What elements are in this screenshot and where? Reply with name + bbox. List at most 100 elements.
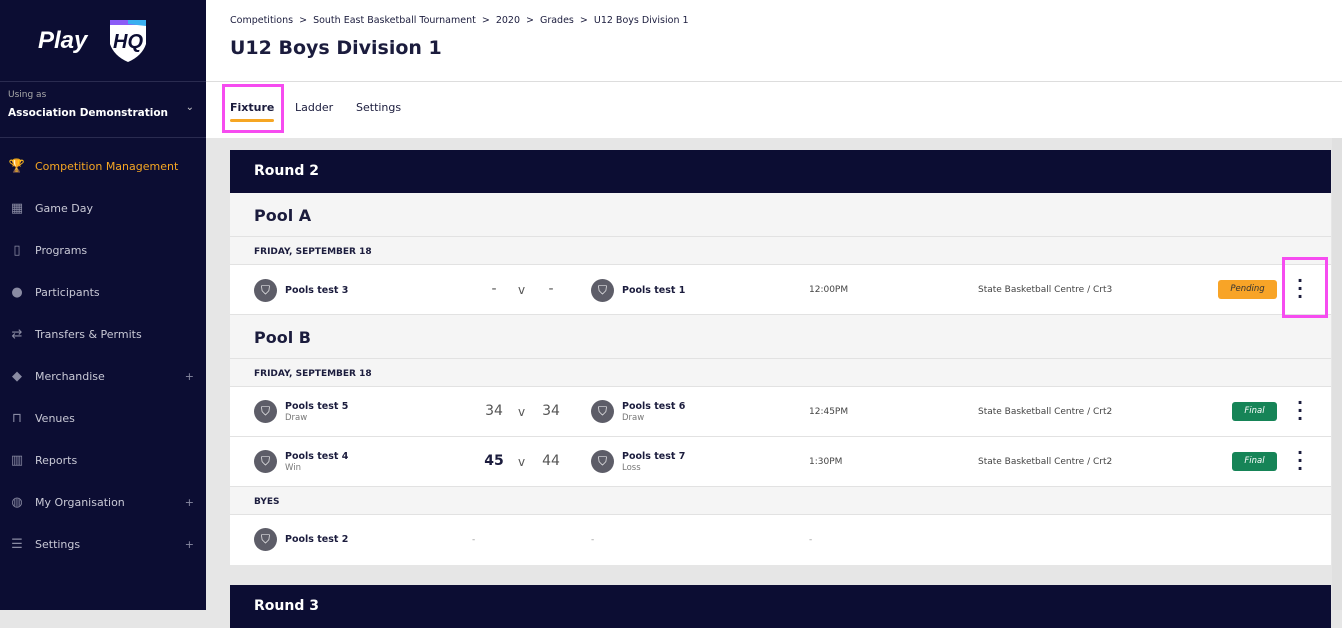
- date-header: FRIDAY, SEPTEMBER 18: [230, 359, 1331, 387]
- team-name: Pools test 4: [285, 450, 349, 462]
- people-icon: ●: [11, 284, 23, 300]
- sidebar-item-competition-management[interactable]: 🏆 Competition Management: [0, 145, 206, 187]
- sidebar-item-my-organisation[interactable]: ◍ My Organisation +: [0, 481, 206, 523]
- sidebar-item-reports[interactable]: ▥ Reports: [0, 439, 206, 481]
- organisation-switcher[interactable]: Using as Association Demonstration ⌄: [0, 81, 206, 138]
- match-time: 12:45PM: [809, 407, 849, 417]
- date-header: FRIDAY, SEPTEMBER 18: [230, 237, 1331, 265]
- plus-icon[interactable]: +: [184, 537, 194, 551]
- home-score: 45: [484, 453, 504, 469]
- team-name: Pools test 7: [622, 450, 686, 462]
- breadcrumb-current: U12 Boys Division 1: [593, 15, 689, 26]
- playhq-logo[interactable]: Play HQ: [38, 18, 148, 64]
- versus-label: v: [518, 283, 526, 297]
- team-shield-icon: ⛉: [591, 400, 614, 423]
- away-team: ⛉ Pools test 1: [591, 279, 685, 302]
- scrollbar[interactable]: [1332, 138, 1342, 610]
- sidebar-item-label: Merchandise: [35, 369, 105, 383]
- sidebar-item-label: Competition Management: [35, 159, 179, 173]
- empty-opponent: -: [591, 535, 595, 545]
- pool-header: Pool A: [230, 193, 1331, 237]
- globe-icon: ◍: [11, 494, 23, 510]
- sidebar-item-venues[interactable]: ⊓ Venues: [0, 397, 206, 439]
- team-name: Pools test 6: [622, 400, 686, 412]
- stadium-icon: ⊓: [11, 410, 23, 426]
- box-icon: ◆: [12, 368, 22, 384]
- team-shield-icon: ⛉: [254, 528, 277, 551]
- sidebar-item-label: Transfers & Permits: [35, 327, 142, 341]
- tab-ladder[interactable]: Ladder: [295, 101, 334, 114]
- status-badge: Pending: [1218, 280, 1277, 299]
- team-result: Loss: [622, 462, 641, 473]
- sidebar-item-label: My Organisation: [35, 495, 125, 509]
- team-shield-icon: ⛉: [254, 279, 277, 302]
- team-result: Win: [285, 462, 301, 473]
- sidebar-item-participants[interactable]: ● Participants: [0, 271, 206, 313]
- breadcrumb-season[interactable]: 2020: [495, 15, 520, 26]
- sidebar-item-transfers[interactable]: ⇄ Transfers & Permits: [0, 313, 206, 355]
- away-team: ⛉ Pools test 7 Loss: [591, 450, 685, 473]
- sidebar-item-settings[interactable]: ☰ Settings +: [0, 523, 206, 565]
- sidebar-item-label: Venues: [35, 411, 75, 425]
- home-team: ⛉ Pools test 3: [254, 279, 348, 302]
- tab-fixture[interactable]: Fixture: [230, 101, 275, 122]
- match-venue: State Basketball Centre / Crt3: [978, 285, 1113, 295]
- team-result: Draw: [285, 412, 308, 423]
- sidebar-item-label: Programs: [35, 243, 88, 257]
- empty-time: -: [809, 535, 813, 545]
- more-options-icon[interactable]: · · ·: [1296, 393, 1304, 428]
- arrows-icon: ⇄: [11, 326, 23, 342]
- round-header: Round 2: [230, 150, 1331, 193]
- round-2-card: Round 2 Pool A FRIDAY, SEPTEMBER 18 ⛉ Poo…: [230, 150, 1331, 565]
- plus-icon[interactable]: +: [184, 369, 194, 383]
- sidebar-nav: 🏆 Competition Management ▦ Game Day ▯ Progr…: [0, 145, 206, 565]
- status-badge: Final: [1232, 402, 1277, 421]
- highlight-box: [222, 84, 284, 133]
- chevron-down-icon[interactable]: ⌄: [185, 102, 194, 113]
- breadcrumb-grades[interactable]: Grades: [539, 15, 574, 26]
- home-score: -: [491, 281, 497, 297]
- sidebar-item-label: Participants: [35, 285, 100, 299]
- status-badge: Final: [1232, 452, 1277, 471]
- page-title: U12 Boys Division 1: [230, 37, 442, 59]
- breadcrumb-tournament[interactable]: South East Basketball Tournament: [313, 15, 476, 26]
- bye-team: ⛉ Pools test 2: [254, 528, 348, 551]
- page-header: Competitions > South East Basketball Tourn…: [206, 0, 1342, 82]
- plus-icon[interactable]: +: [184, 495, 194, 509]
- breadcrumb-competitions[interactable]: Competitions: [230, 15, 294, 26]
- team-shield-icon: ⛉: [254, 450, 277, 473]
- sidebar-item-label: Reports: [35, 453, 78, 467]
- home-score: 34: [485, 403, 503, 419]
- using-as-label: Using as: [8, 90, 47, 100]
- round-header: Round 3: [230, 585, 1331, 628]
- breadcrumb: Competitions > South East Basketball Tourn…: [230, 15, 689, 26]
- trophy-icon: 🏆: [8, 158, 26, 174]
- pool-header: Pool B: [230, 315, 1331, 359]
- match-time: 1:30PM: [809, 457, 843, 467]
- sidebar-item-label: Game Day: [35, 201, 93, 215]
- team-name: Pools test 1: [622, 285, 686, 296]
- team-name: Pools test 3: [285, 285, 349, 296]
- tab-settings[interactable]: Settings: [356, 101, 402, 114]
- versus-label: v: [518, 455, 526, 469]
- team-shield-icon: ⛉: [254, 400, 277, 423]
- away-team: ⛉ Pools test 6 Draw: [591, 400, 685, 423]
- team-result: Draw: [622, 412, 645, 423]
- sidebar-item-game-day[interactable]: ▦ Game Day: [0, 187, 206, 229]
- empty-score: -: [472, 535, 476, 545]
- sidebar-item-programs[interactable]: ▯ Programs: [0, 229, 206, 271]
- byes-header: BYES: [230, 487, 1331, 515]
- away-score: 34: [542, 403, 560, 419]
- match-time: 12:00PM: [809, 285, 849, 295]
- more-options-icon[interactable]: · · ·: [1296, 443, 1304, 478]
- match-row[interactable]: ⛉ Pools test 3 - v - ⛉ Pools test 1 12:00P…: [230, 265, 1331, 315]
- team-shield-icon: ⛉: [591, 279, 614, 302]
- highlight-box: [1282, 257, 1328, 318]
- home-team: ⛉ Pools test 5 Draw: [254, 400, 348, 423]
- sidebar-item-merchandise[interactable]: ◆ Merchandise +: [0, 355, 206, 397]
- chart-icon: ▥: [10, 452, 24, 468]
- svg-text:Play: Play: [38, 27, 89, 54]
- match-row[interactable]: ⛉ Pools test 4 Win 45 v 44 ⛉ Pools test 7 Lo…: [230, 437, 1331, 487]
- more-options-icon[interactable]: · · ·: [1296, 271, 1304, 306]
